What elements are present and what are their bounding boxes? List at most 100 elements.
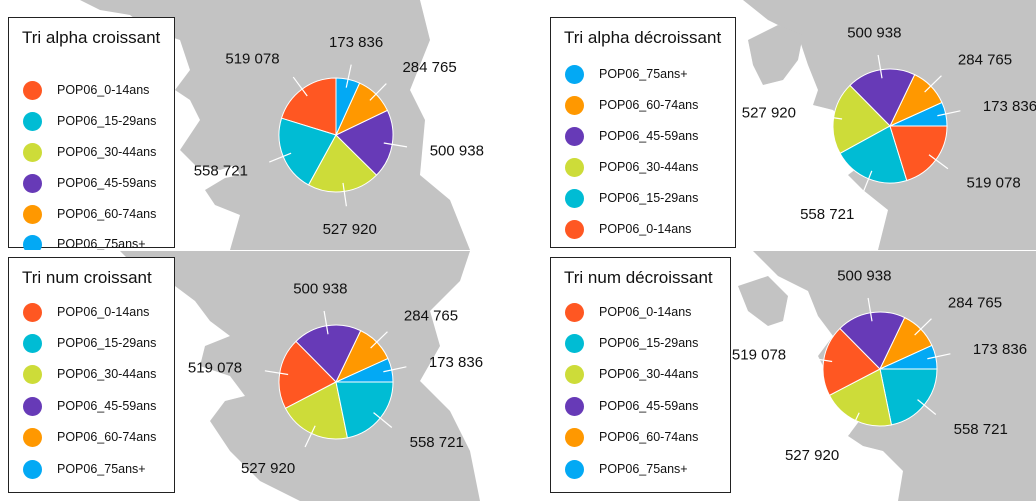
leader-line <box>342 182 347 207</box>
pie-value-label: 558 721 <box>194 163 248 180</box>
pie-value-label: 558 721 <box>800 206 854 223</box>
legend-swatch <box>23 80 42 100</box>
legend-item: POP06_60-74ans <box>565 93 698 117</box>
chart-panel-alpha-decroissant: 173 836 284 765 500 938 527 920 558 721 519 0… <box>518 0 1036 250</box>
legend-label: POP06_60-74ans <box>599 430 699 444</box>
legend-label: POP06_75ans+ <box>599 462 688 476</box>
leader-line <box>917 399 937 415</box>
legend-item: POP06_75ans+ <box>23 232 146 250</box>
legend-swatch <box>23 173 42 193</box>
legend-swatch <box>23 459 42 479</box>
legend-title: Tri num croissant <box>22 268 152 287</box>
leader-line <box>927 353 951 360</box>
legend-label: POP06_45-59ans <box>57 176 157 190</box>
legend-label: POP06_60-74ans <box>57 430 157 444</box>
leader-line <box>924 75 942 93</box>
pie-value-label: 527 920 <box>785 447 839 464</box>
legend-item: POP06_15-29ans <box>565 331 698 355</box>
legend-swatch <box>23 302 42 322</box>
leader-line <box>383 366 407 373</box>
legend-label: POP06_15-29ans <box>599 191 699 205</box>
pie-value-label: 500 938 <box>847 24 901 41</box>
pie-value-label: 558 721 <box>410 434 464 451</box>
pie-value-label: 284 765 <box>402 59 456 76</box>
chart-panel-alpha-croissant: 519 078 558 721 527 920 500 938 284 765 173 8… <box>0 0 518 250</box>
legend-swatch <box>23 142 42 162</box>
legend-label: POP06_60-74ans <box>57 207 157 221</box>
legend-item: POP06_30-44ans <box>565 362 698 386</box>
chart-panel-num-decroissant: 558 721 527 920 519 078 500 938 284 765 173 8… <box>518 251 1036 501</box>
legend-swatch <box>565 188 584 208</box>
pie-value-label: 527 920 <box>742 104 796 121</box>
pie-value-label: 284 765 <box>958 52 1012 69</box>
legend-label: POP06_15-29ans <box>57 114 157 128</box>
legend-item: POP06_60-74ans <box>565 425 698 449</box>
leader-line <box>862 170 873 193</box>
legend-item: POP06_0-14ans <box>23 300 149 324</box>
legend-label: POP06_0-14ans <box>599 305 692 319</box>
legend-label: POP06_75ans+ <box>57 237 146 250</box>
legend-item: POP06_30-44ans <box>23 140 156 164</box>
legend-label: POP06_30-44ans <box>599 160 699 174</box>
pie-value-label: 519 078 <box>732 346 786 363</box>
pie-value-label: 284 765 <box>404 308 458 325</box>
map-land-shape <box>80 0 470 250</box>
legend: Tri alpha croissant POP06_0-14ans POP06_… <box>8 17 175 250</box>
legend-swatch <box>23 364 42 384</box>
legend-swatch <box>565 157 584 177</box>
pie-value-label: 500 938 <box>837 267 891 284</box>
legend-item: POP06_60-74ans <box>23 425 156 449</box>
pie-value-label: 500 938 <box>430 143 484 160</box>
map-background: 558 721 527 920 519 078 500 938 284 765 173 8… <box>732 251 1036 501</box>
legend-swatch <box>565 364 584 384</box>
legend-item: POP06_0-14ans <box>565 217 691 241</box>
legend-label: POP06_75ans+ <box>599 67 688 81</box>
legend-swatch <box>565 219 584 239</box>
map-land-shape <box>738 276 788 326</box>
chart-panel-num-croissant: 173 836 284 765 500 938 519 078 527 920 558 7… <box>0 251 518 501</box>
legend-title: Tri alpha décroissant <box>564 28 722 47</box>
legend-label: POP06_30-44ans <box>57 145 157 159</box>
leader-line <box>323 310 329 335</box>
legend-swatch <box>565 427 584 447</box>
leader-line <box>345 64 352 88</box>
pie-value-label: 527 920 <box>241 460 295 477</box>
legend-item: POP06_0-14ans <box>23 78 149 102</box>
pie-value-label: 527 920 <box>323 221 377 238</box>
map-background: 173 836 284 765 500 938 527 920 558 721 519 0… <box>742 0 1036 250</box>
legend-swatch <box>23 427 42 447</box>
legend-label: POP06_0-14ans <box>57 305 150 319</box>
legend-swatch <box>23 333 42 353</box>
leader-line <box>937 110 961 117</box>
pie-value-label: 500 938 <box>293 280 347 297</box>
legend-item: POP06_30-44ans <box>23 362 156 386</box>
leader-line <box>292 76 308 97</box>
legend-item: POP06_75ans+ <box>23 457 146 481</box>
leader-line <box>848 412 860 435</box>
pie-value-label: 519 078 <box>188 359 242 376</box>
legend-swatch <box>23 396 42 416</box>
legend-item: POP06_45-59ans <box>565 124 698 148</box>
leader-line <box>383 142 408 148</box>
legend-label: POP06_0-14ans <box>57 83 150 97</box>
legend-item: POP06_15-29ans <box>23 109 156 133</box>
legend-label: POP06_75ans+ <box>57 462 146 476</box>
legend-item: POP06_75ans+ <box>565 62 688 86</box>
legend-label: POP06_45-59ans <box>599 399 699 413</box>
pie-value-label: 173 836 <box>983 98 1036 115</box>
legend-swatch <box>565 302 584 322</box>
pie-value-label: 284 765 <box>948 295 1002 312</box>
legend-item: POP06_45-59ans <box>565 394 698 418</box>
legend-swatch <box>23 234 42 250</box>
map-background: 519 078 558 721 527 920 500 938 284 765 173 8… <box>80 0 484 250</box>
leader-line <box>808 357 833 363</box>
legend-label: POP06_60-74ans <box>599 98 699 112</box>
legend-swatch <box>565 64 584 84</box>
legend-swatch <box>565 126 584 146</box>
leader-line <box>373 412 393 428</box>
legend-label: POP06_30-44ans <box>57 367 157 381</box>
leader-line <box>269 152 292 163</box>
legend-title: Tri num décroissant <box>564 268 713 287</box>
legend-label: POP06_0-14ans <box>599 222 692 236</box>
leader-line <box>304 425 316 448</box>
